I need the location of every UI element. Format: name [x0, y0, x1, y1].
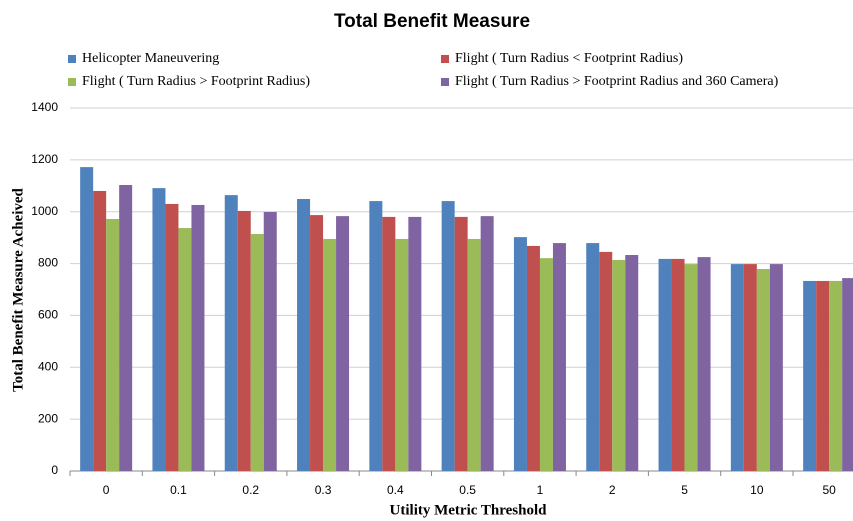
- legend-swatch: [68, 78, 76, 86]
- legend-label: Flight ( Turn Radius > Footprint Radius …: [455, 74, 779, 89]
- legend-label: Helicopter Maneuvering: [82, 51, 219, 66]
- y-tick-label: 1400: [31, 100, 58, 114]
- x-tick-label: 0.2: [242, 483, 259, 497]
- y-tick-label: 0: [51, 463, 58, 477]
- bar: [297, 199, 311, 472]
- y-axis-label: Total Benefit Measure Acheived: [10, 187, 26, 391]
- legend-label: Flight ( Turn Radius < Footprint Radius): [455, 51, 683, 66]
- bar: [816, 280, 830, 471]
- bar: [106, 218, 120, 471]
- bar: [480, 216, 494, 471]
- x-axis-label: Utility Metric Threshold: [390, 502, 548, 518]
- bar: [467, 238, 481, 471]
- y-tick-label: 600: [38, 308, 58, 322]
- bar: [769, 264, 783, 471]
- bar: [165, 203, 179, 471]
- bar: [625, 255, 639, 471]
- bar: [263, 211, 277, 471]
- x-tick-label: 0.5: [459, 483, 476, 497]
- bar: [599, 251, 613, 471]
- x-tick-label: 0: [103, 483, 110, 497]
- bar: [539, 258, 553, 471]
- y-tick-label: 200: [38, 411, 58, 425]
- legend-swatch: [68, 55, 76, 63]
- x-tick-label: 0.4: [387, 483, 404, 497]
- x-tick-label: 1: [537, 483, 544, 497]
- bar: [658, 258, 672, 471]
- bar: [237, 210, 251, 471]
- bar: [323, 238, 337, 471]
- chart-title: Total Benefit Measure: [334, 11, 530, 32]
- bar: [310, 215, 324, 471]
- x-tick-label: 50: [822, 483, 836, 497]
- bar: [80, 167, 94, 472]
- bar: [224, 195, 238, 471]
- bar: [93, 190, 107, 471]
- bar: [756, 269, 770, 471]
- bar: [612, 259, 626, 471]
- bar: [395, 238, 409, 471]
- bar: [526, 245, 540, 471]
- y-tick-label: 800: [38, 256, 58, 270]
- bar: [842, 278, 853, 471]
- bar: [829, 280, 843, 471]
- bar: [178, 228, 192, 471]
- bar: [369, 201, 383, 472]
- x-tick-label: 0.1: [170, 483, 187, 497]
- bar: [803, 280, 817, 471]
- bar: [671, 258, 685, 471]
- x-tick-label: 2: [609, 483, 616, 497]
- x-tick-label: 0.3: [315, 483, 332, 497]
- legend-label: Flight ( Turn Radius > Footprint Radius): [82, 74, 310, 89]
- legend-swatch: [441, 78, 449, 86]
- bar: [250, 234, 264, 471]
- bar: [152, 188, 166, 471]
- y-tick-label: 400: [38, 359, 58, 373]
- legend-swatch: [441, 55, 449, 63]
- bar: [743, 264, 757, 471]
- bar: [730, 264, 744, 471]
- y-tick-label: 1000: [31, 204, 58, 218]
- y-tick-label: 1200: [31, 152, 58, 166]
- bar: [336, 216, 350, 471]
- bar: [697, 257, 711, 471]
- x-tick-label: 10: [750, 483, 764, 497]
- bar: [441, 201, 455, 472]
- bar: [119, 185, 133, 471]
- bar: [586, 243, 600, 471]
- bar: [513, 237, 527, 471]
- bar: [552, 243, 566, 471]
- bar: [684, 264, 698, 471]
- x-tick-label: 5: [681, 483, 688, 497]
- bar: [408, 216, 422, 471]
- bar: [191, 204, 205, 472]
- bar: [382, 216, 396, 471]
- bar: [454, 216, 468, 471]
